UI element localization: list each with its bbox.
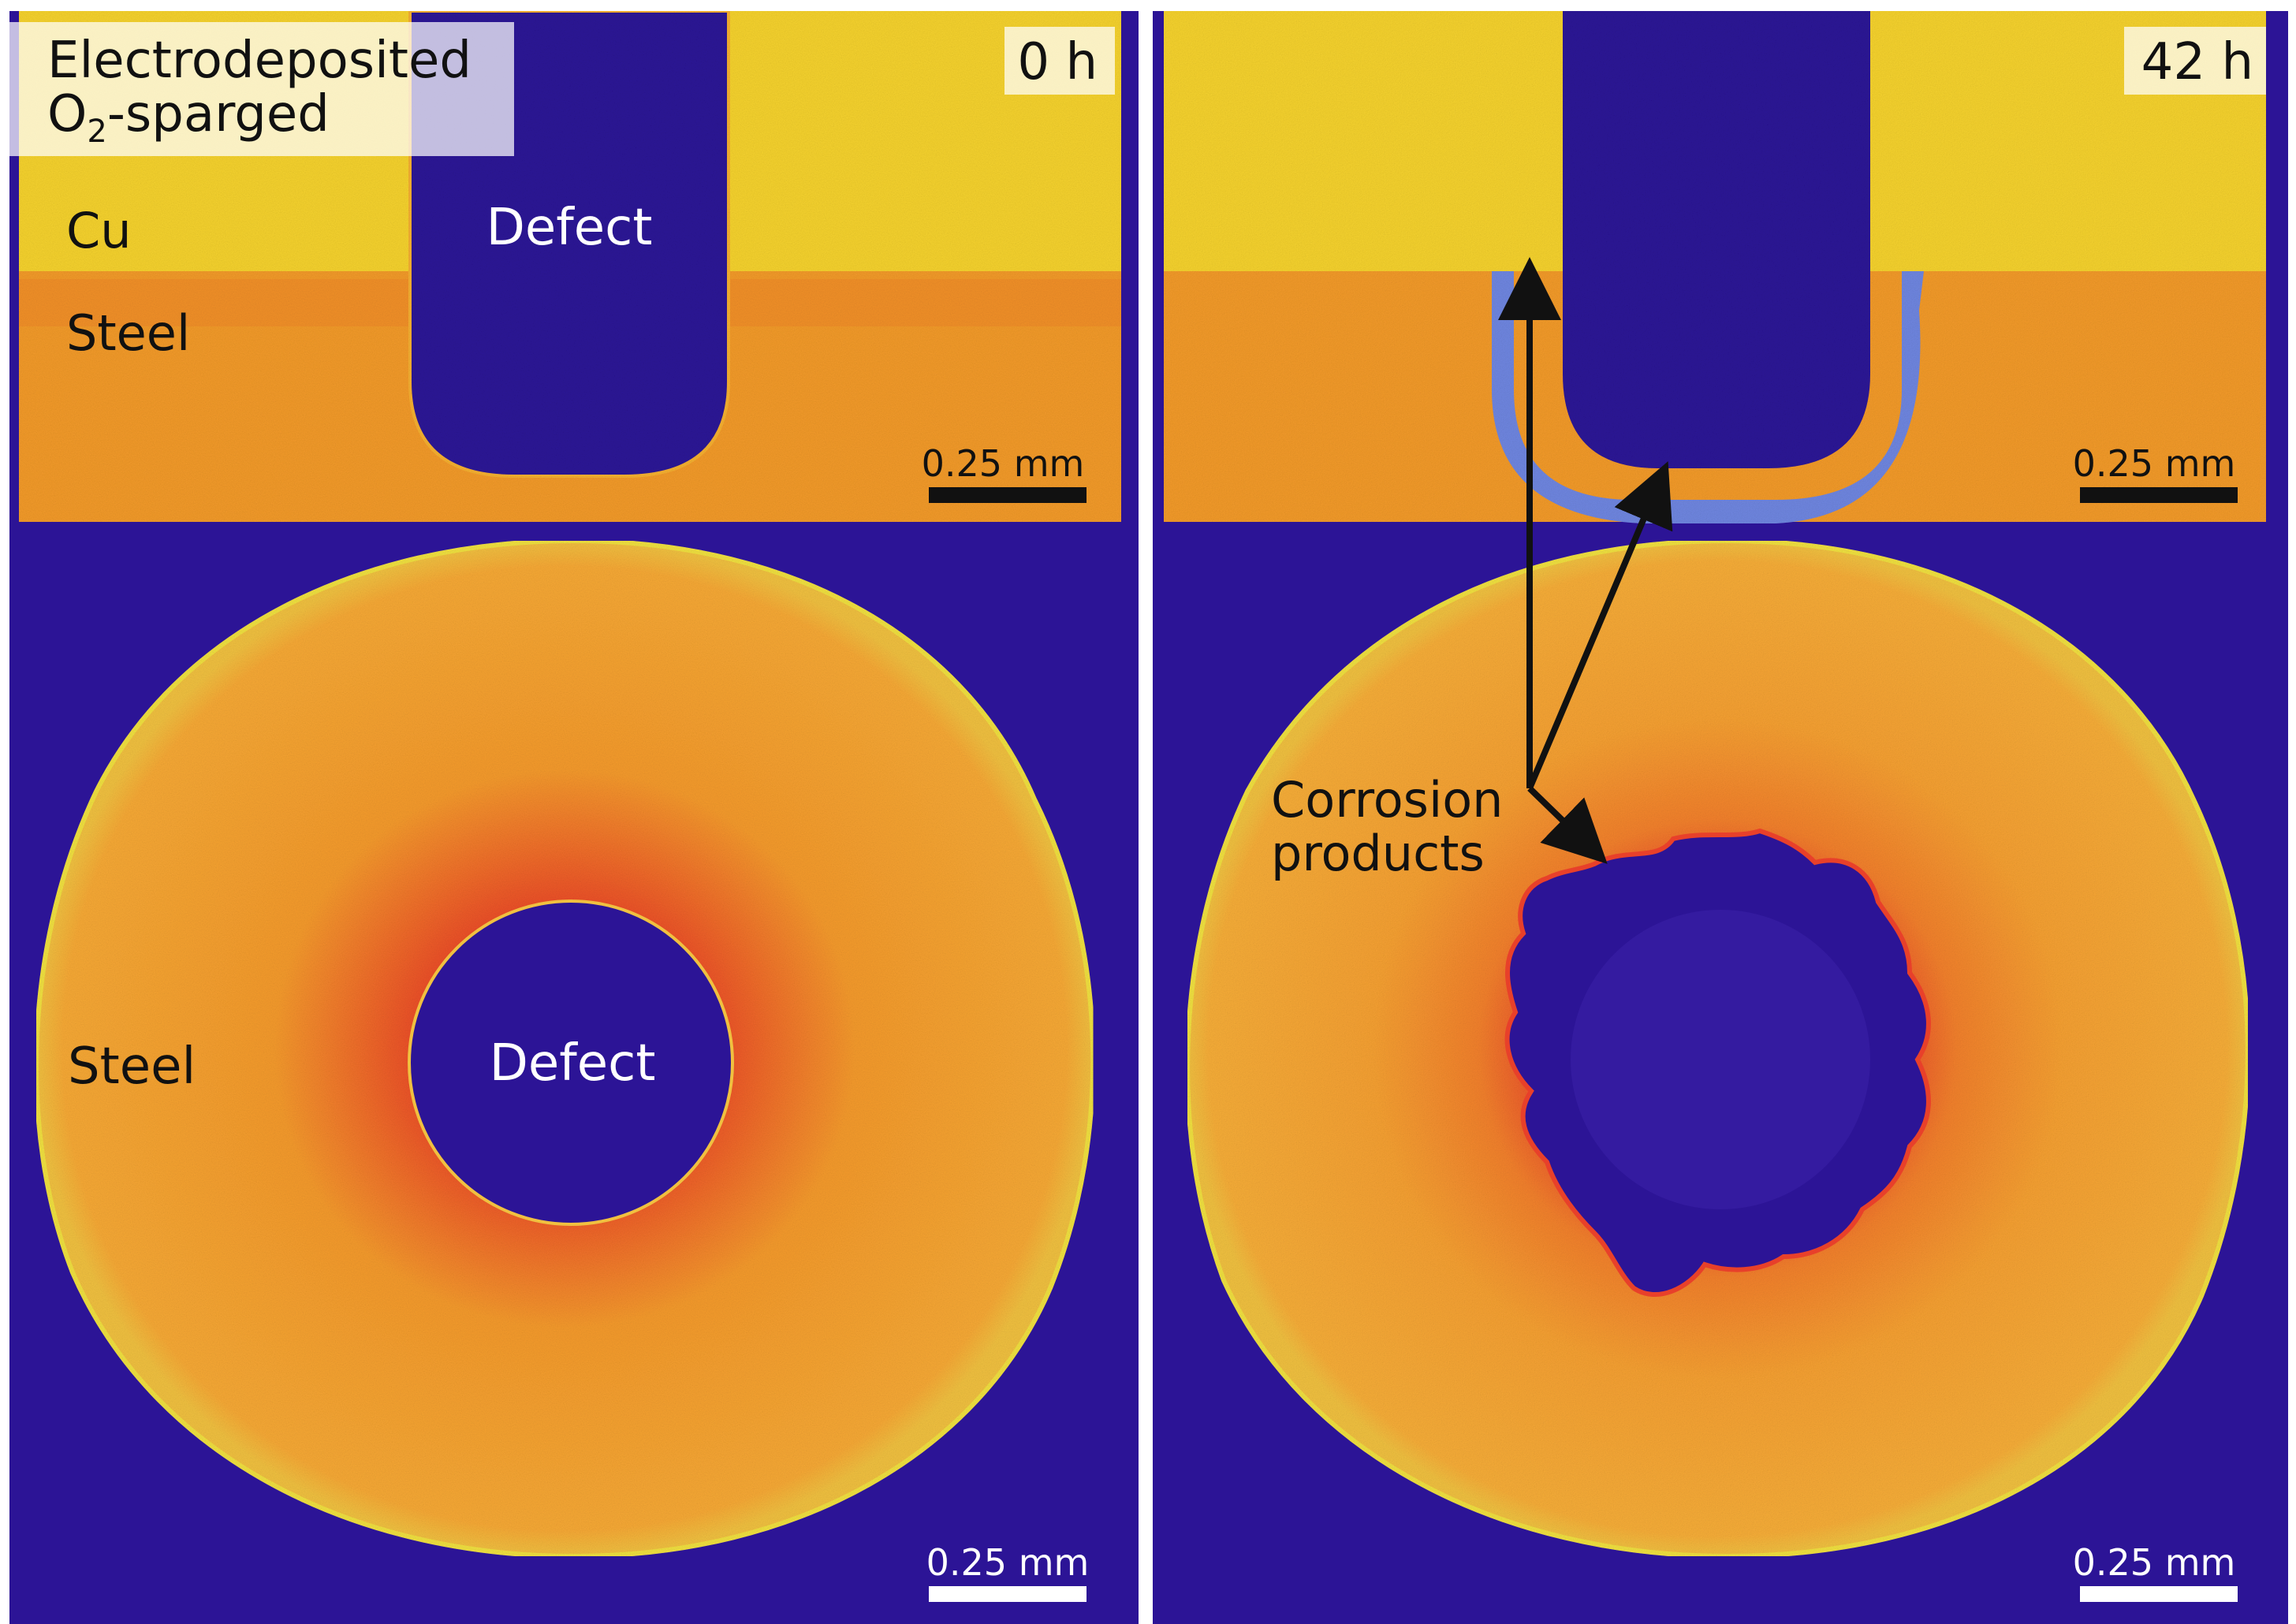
panel-0h: Electrodeposited O2-sparged 0 h Cu Steel… (9, 11, 1139, 1624)
scalebar-bottom-label: 0.25 mm (926, 1541, 1090, 1584)
condition-line1: Electrodeposited (47, 32, 472, 90)
defect-slot (1563, 11, 1870, 468)
label-steel-bottom: Steel (68, 1037, 196, 1096)
time-box (1004, 27, 1115, 95)
time-label: 42 h (2141, 33, 2253, 91)
time-label: 0 h (1017, 33, 1098, 91)
time-box (2124, 27, 2266, 95)
condition-line2: O2-sparged (47, 85, 330, 150)
scalebar-top (929, 487, 1086, 503)
scalebar-top-label: 0.25 mm (2073, 442, 2236, 485)
scalebar-bottom-label: 0.25 mm (2073, 1541, 2236, 1584)
annotation-line1: Corrosion (1271, 771, 1503, 829)
arrow-to-rim-bottom (1526, 461, 1673, 790)
panel-42h: 42 h Corrosion products 0.25 mm 0.25 mm (1153, 11, 2288, 1624)
label-cu: Cu (66, 202, 132, 259)
scalebar-top-label: 0.25 mm (922, 442, 1085, 485)
annotation-arrows (1498, 257, 1673, 864)
panel-0h-image: Electrodeposited O2-sparged 0 h Cu Steel… (9, 11, 1121, 1602)
cross-section-0h (19, 11, 1121, 522)
plan-view-0h (34, 538, 1096, 1559)
arrow-to-corrosion-region (1527, 786, 1608, 864)
scalebar-bottom (929, 1586, 1086, 1602)
annotation-line2: products (1271, 825, 1485, 882)
defect-hole (408, 900, 734, 1226)
label-defect-bottom: Defect (490, 1034, 656, 1093)
plan-view-42h (1185, 538, 2250, 1559)
defect-hole (1571, 910, 1870, 1209)
label-defect-top: Defect (486, 199, 653, 257)
cross-section-42h (1164, 11, 2266, 523)
panel-divider (1139, 0, 1153, 1624)
scalebar-top (2080, 487, 2238, 503)
scalebar-bottom (2080, 1586, 2238, 1602)
label-steel-top: Steel (66, 304, 190, 362)
condition-box (9, 22, 514, 156)
panel-42h-image: 42 h Corrosion products 0.25 mm 0.25 mm (1164, 11, 2266, 1602)
